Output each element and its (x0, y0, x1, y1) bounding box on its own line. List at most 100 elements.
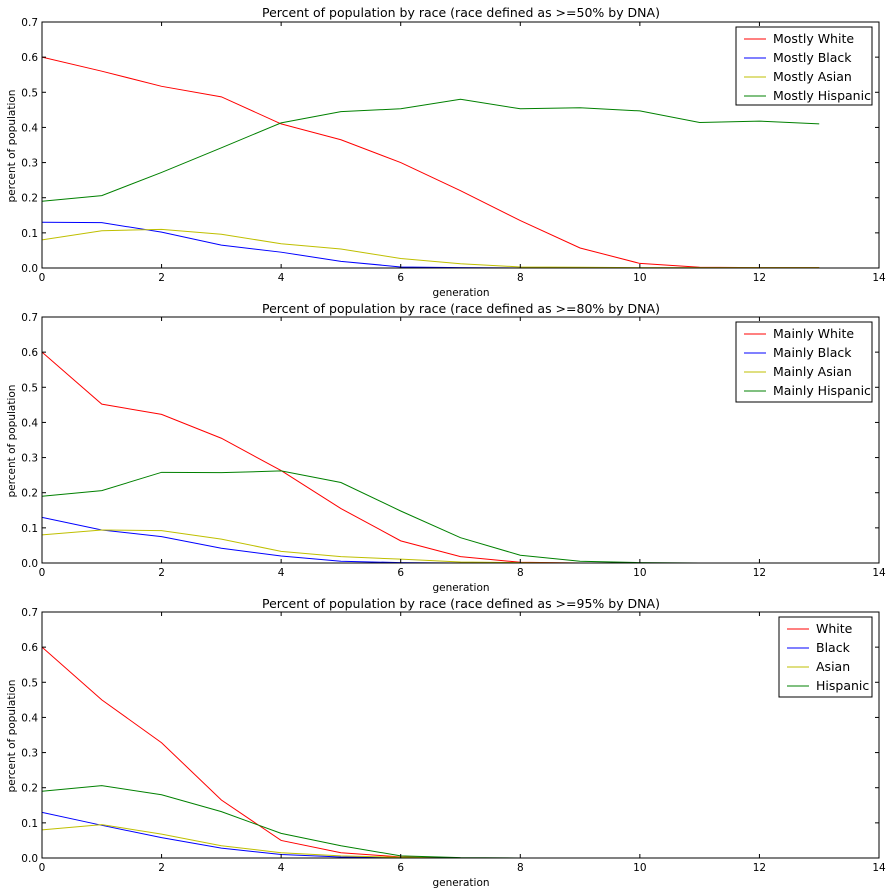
plot-frame (41, 316, 880, 564)
x-tick-label: 0 (39, 567, 46, 579)
x-axis-label: generation (432, 287, 489, 299)
legend-label: Hispanic (816, 678, 869, 693)
x-tick-label: 0 (39, 862, 46, 874)
y-tick-label: 0.4 (21, 712, 38, 724)
x-tick-label: 10 (633, 862, 646, 874)
x-ticks: 0 2 4 6 8 10 12 14 (39, 317, 886, 579)
y-axis-label: percent of population (6, 680, 18, 793)
legend-label: Mostly White (773, 31, 854, 46)
plot-area: 0 2 4 6 8 10 12 14 0.0 0.1 0.2 0.3 0.4 0.5 0.6 0.7 Mostl… (21, 17, 886, 284)
x-tick-label: 0 (39, 272, 46, 284)
x-tick-label: 12 (753, 567, 766, 579)
legend-item: Mainly Hispanic (744, 383, 871, 398)
x-tick-label: 14 (872, 272, 886, 284)
series-line-3 (42, 529, 820, 563)
plot-area: 0 2 4 6 8 10 12 14 0.0 0.1 0.2 0.3 0.4 0.5 0.6 0.7 Mainl… (21, 312, 886, 579)
y-tick-label: 0.3 (21, 158, 38, 170)
y-tick-label: 0.3 (21, 453, 38, 465)
x-ticks: 0 2 4 6 8 10 12 14 (39, 612, 886, 874)
series-line-4 (42, 785, 820, 858)
x-tick-label: 2 (158, 567, 165, 579)
series-line-4 (42, 98, 820, 202)
legend-item: Mainly Asian (744, 364, 852, 379)
legend-label: Mainly Black (773, 345, 852, 360)
x-ticks: 0 2 4 6 8 10 12 14 (39, 22, 886, 284)
y-tick-label: 0.1 (21, 228, 38, 240)
legend-item: Mostly Asian (744, 69, 852, 84)
plot-frame (41, 21, 880, 269)
legend-box (735, 26, 873, 106)
chart-title: Percent of population by race (race defi… (262, 5, 660, 20)
y-tick-label: 0.7 (21, 607, 38, 619)
legend-label: Black (816, 640, 851, 655)
legend-item: Mostly White (744, 31, 854, 46)
y-tick-label: 0.1 (21, 818, 38, 830)
y-tick-label: 0.2 (21, 783, 38, 795)
legend-label: Mainly White (773, 326, 854, 341)
legend-item: White (787, 621, 853, 636)
legend-item: Asian (787, 659, 850, 674)
legend-item: Black (787, 640, 851, 655)
y-tick-label: 0.2 (21, 193, 38, 205)
legend-label: Mainly Asian (773, 364, 852, 379)
y-tick-label: 0.5 (21, 87, 38, 99)
chart-panel-3: Percent of population by race (race defi… (6, 596, 886, 889)
legend-label: White (816, 621, 853, 636)
x-tick-label: 2 (158, 862, 165, 874)
y-tick-label: 0.1 (21, 523, 38, 535)
x-axis-label: generation (432, 582, 489, 594)
chart-title: Percent of population by race (race defi… (262, 596, 660, 611)
x-tick-label: 10 (633, 272, 646, 284)
y-tick-label: 0.0 (21, 263, 38, 275)
legend-box (778, 616, 873, 698)
y-tick-label: 0.7 (21, 17, 38, 29)
legend-label: Mostly Asian (773, 69, 852, 84)
legend-label: Mostly Hispanic (773, 88, 871, 103)
legend-item: Mostly Hispanic (744, 88, 871, 103)
y-ticks: 0.0 0.1 0.2 0.3 0.4 0.5 0.6 0.7 (21, 607, 879, 865)
legend-label: Asian (816, 659, 850, 674)
x-tick-label: 4 (278, 272, 285, 284)
y-ticks: 0.0 0.1 0.2 0.3 0.4 0.5 0.6 0.7 (21, 312, 879, 570)
x-tick-label: 14 (872, 567, 886, 579)
x-tick-label: 8 (517, 862, 524, 874)
x-tick-label: 2 (158, 272, 165, 284)
legend-item: Mostly Black (744, 50, 852, 65)
x-tick-label: 4 (278, 567, 285, 579)
y-tick-label: 0.6 (21, 347, 38, 359)
series-line-2 (42, 221, 820, 268)
x-tick-label: 6 (397, 272, 404, 284)
plot-area: 0 2 4 6 8 10 12 14 0.0 0.1 0.2 0.3 0.4 0.5 0.6 0.7 White… (21, 607, 886, 874)
legend-item: Mainly Black (744, 345, 852, 360)
x-tick-label: 6 (397, 862, 404, 874)
chart-panel-1: Percent of population by race (race defi… (6, 5, 886, 299)
legend-item: Hispanic (787, 678, 869, 693)
y-tick-label: 0.0 (21, 853, 38, 865)
y-axis-label: percent of population (6, 90, 18, 203)
y-tick-label: 0.4 (21, 122, 38, 134)
x-tick-label: 12 (753, 272, 766, 284)
y-tick-label: 0.0 (21, 558, 38, 570)
legend: Mostly White Mostly Black Mostly Asian Most… (735, 26, 873, 106)
legend: Mainly White Mainly Black Mainly Asian Main… (735, 321, 873, 403)
y-ticks: 0.0 0.1 0.2 0.3 0.4 0.5 0.6 0.7 (21, 17, 879, 275)
y-tick-label: 0.5 (21, 677, 38, 689)
y-tick-label: 0.6 (21, 52, 38, 64)
x-tick-label: 4 (278, 862, 285, 874)
x-axis-label: generation (432, 877, 489, 889)
y-tick-label: 0.2 (21, 488, 38, 500)
x-tick-label: 14 (872, 862, 886, 874)
series-line-1 (42, 351, 820, 563)
legend: White Black Asian Hispanic (778, 616, 873, 698)
x-tick-label: 10 (633, 567, 646, 579)
y-tick-label: 0.4 (21, 417, 38, 429)
y-tick-label: 0.6 (21, 642, 38, 654)
y-tick-label: 0.5 (21, 382, 38, 394)
chart-panel-2: Percent of population by race (race defi… (6, 301, 886, 594)
y-tick-label: 0.7 (21, 312, 38, 324)
legend-box (735, 321, 873, 403)
legend-label: Mainly Hispanic (773, 383, 871, 398)
chart-title: Percent of population by race (race defi… (262, 301, 660, 316)
